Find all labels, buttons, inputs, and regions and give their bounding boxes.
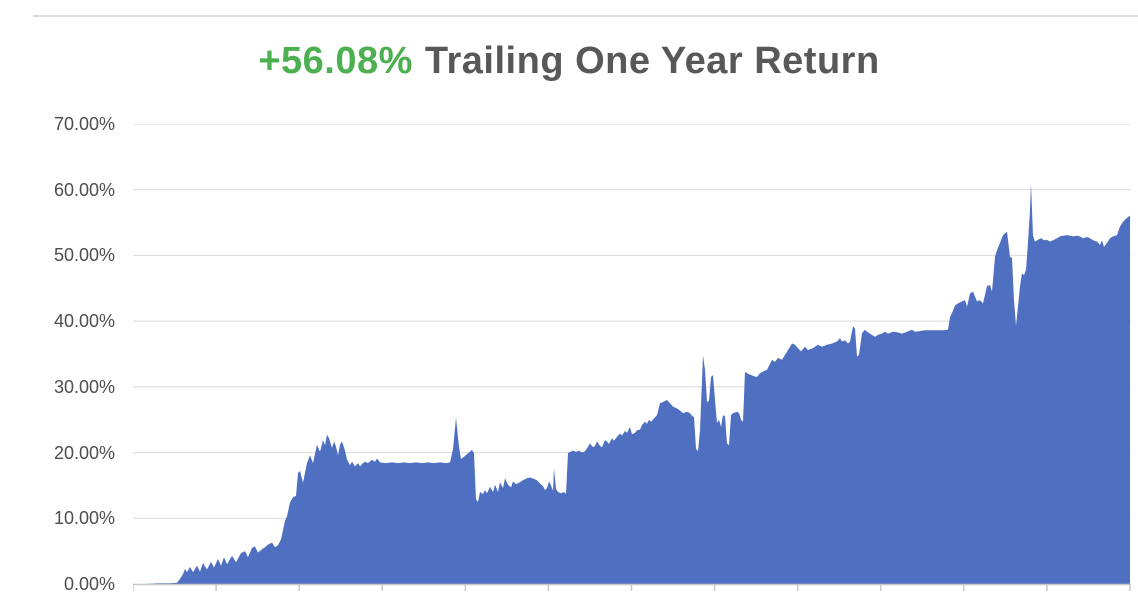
- area-series: [133, 183, 1130, 585]
- y-axis-tick-label: 20.00%: [53, 442, 115, 463]
- y-axis-tick-label: 40.00%: [53, 311, 115, 332]
- chart-title: +56.08% Trailing One Year Return: [0, 40, 1138, 83]
- area-chart: [133, 124, 1131, 591]
- return-value-text: +56.08%: [258, 40, 413, 82]
- y-axis: 70.00% 60.00% 50.00% 40.00% 30.00% 20.00% 10.0…: [0, 0, 115, 592]
- title-label-text: Trailing One Year Return: [424, 40, 880, 82]
- y-axis-tick-label: 50.00%: [53, 245, 115, 266]
- y-axis-tick-label: 30.00%: [53, 376, 115, 397]
- y-axis-tick-label: 70.00%: [53, 114, 115, 134]
- y-axis-tick-label: 60.00%: [53, 179, 115, 200]
- top-separator-line: [33, 15, 1138, 17]
- y-axis-tick-label: 0.00%: [63, 573, 115, 592]
- y-axis-tick-label: 10.00%: [53, 508, 115, 529]
